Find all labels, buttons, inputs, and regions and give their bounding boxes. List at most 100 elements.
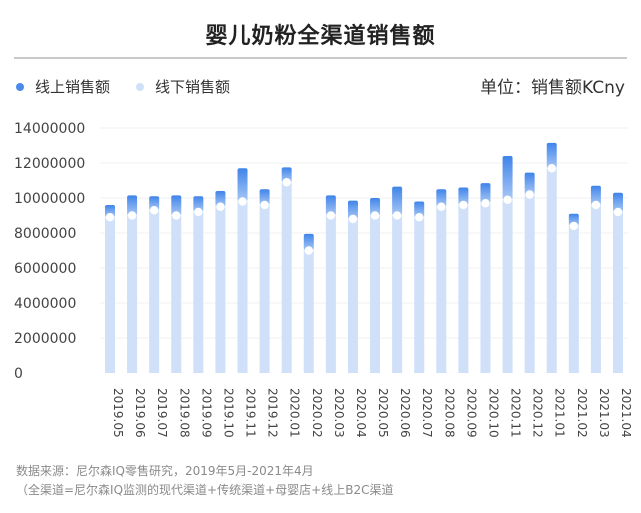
bar-offline: [259, 205, 270, 373]
x-tick-label: 2020.12: [531, 388, 545, 438]
boundary-dot: [547, 164, 556, 173]
y-tick-label: 8000000: [14, 226, 76, 242]
x-tick-label: 2020.03: [332, 388, 346, 438]
y-tick-label: 12000000: [14, 156, 85, 172]
boundary-dot: [613, 207, 623, 217]
bar-online: [171, 195, 182, 216]
boundary-dot: [525, 190, 534, 199]
bar-offline: [480, 203, 491, 373]
y-tick-label: 2000000: [14, 331, 76, 347]
x-tick-label: 2021.04: [619, 388, 633, 438]
boundary-dot: [591, 200, 601, 210]
legend-item-online: 线上销售额: [16, 76, 110, 97]
legend-label-offline: 线下销售额: [155, 78, 231, 96]
bar-offline: [281, 182, 292, 373]
footnote-definition: （全渠道=尼尔森IQ监测的现代渠道+传统渠道+母婴店+线上B2C渠道: [16, 483, 394, 497]
title-divider: [14, 57, 627, 59]
boundary-dot: [569, 221, 579, 231]
boundary-dot: [459, 200, 468, 210]
boundary-dot: [370, 211, 380, 220]
bar-offline: [171, 215, 182, 373]
bar-offline: [237, 201, 248, 373]
y-tick-label: 4000000: [14, 296, 76, 312]
bar-online: [590, 185, 601, 205]
x-tick-label: 2021.02: [575, 388, 589, 438]
boundary-dot: [172, 211, 181, 220]
bar-offline: [458, 205, 469, 373]
x-tick-label: 2020.07: [420, 388, 434, 438]
boundary-dot: [437, 202, 446, 211]
bar-online: [502, 156, 513, 200]
footnote-source: 数据来源：尼尔森IQ零售研究，2019年5月-2021年4月: [16, 464, 314, 478]
bar-offline: [193, 212, 204, 373]
x-tick-label: 2019.08: [177, 388, 191, 438]
bar-offline: [414, 217, 425, 373]
boundary-dot: [194, 207, 203, 217]
bar-offline: [215, 206, 226, 373]
bar-online: [370, 198, 381, 216]
x-tick-label: 2020.11: [509, 388, 523, 438]
bar-online: [303, 233, 314, 251]
bar-online: [281, 167, 292, 183]
bar-offline: [105, 217, 115, 373]
bar-online: [458, 187, 469, 205]
bar-offline: [370, 215, 381, 373]
bar-online: [215, 191, 226, 207]
boundary-dot: [282, 178, 291, 187]
bar-online: [325, 195, 336, 216]
bar-offline: [303, 250, 314, 373]
boundary-dot: [105, 213, 115, 222]
bar-online: [149, 196, 160, 211]
chart-title: 婴儿奶粉全渠道销售额: [205, 24, 436, 49]
bar-offline: [149, 210, 160, 373]
bar-online: [613, 192, 623, 212]
y-tick-label: 10000000: [14, 191, 85, 207]
bar-online: [392, 186, 403, 216]
bar-offline: [568, 226, 579, 373]
bar-offline: [590, 205, 601, 373]
bar-offline: [392, 215, 403, 373]
bar-online: [259, 189, 270, 205]
x-tick-label: 2021.01: [553, 388, 567, 438]
bar-offline: [502, 199, 513, 373]
boundary-dot: [503, 195, 512, 204]
boundary-dot: [415, 213, 424, 222]
bar-offline: [127, 215, 138, 373]
x-tick-label: 2020.08: [442, 388, 456, 438]
bar-online: [546, 142, 557, 169]
x-tick-label: 2019.05: [111, 388, 125, 438]
bar-offline: [325, 215, 336, 373]
bar-chart: 0 2000000 4000000 6000000 8000000 10000000 120…: [14, 121, 633, 438]
boundary-dot: [238, 197, 247, 206]
x-tick-label: 2020.01: [288, 388, 302, 438]
bar-online: [524, 172, 535, 195]
x-tick-label: 2019.09: [199, 388, 213, 438]
legend-dot-icon: [16, 82, 24, 91]
bar-online: [127, 195, 138, 216]
x-tick-label: 2020.02: [310, 388, 324, 438]
x-tick-label: 2021.03: [597, 388, 611, 438]
footnote: 数据来源：尼尔森IQ零售研究，2019年5月-2021年4月 （全渠道=尼尔森I…: [16, 462, 393, 500]
x-tick-label: 2020.05: [376, 388, 390, 438]
x-tick-label: 2020.10: [486, 388, 500, 438]
y-tick-label: 6000000: [14, 261, 76, 277]
boundary-dot: [392, 211, 402, 220]
legend-item-offline: 线下销售额: [136, 76, 230, 97]
bar-offline: [524, 194, 535, 373]
y-tick-label: 14000000: [14, 121, 85, 137]
boundary-dot: [348, 214, 358, 224]
legend-label-online: 线上销售额: [35, 78, 111, 96]
boundary-dot: [304, 246, 313, 255]
boundary-dot: [481, 199, 490, 208]
bar-online: [237, 168, 248, 202]
boundary-dot: [326, 211, 336, 220]
boundary-dot: [149, 206, 159, 215]
x-tick-label: 2020.09: [464, 388, 478, 438]
unit-label: 单位：销售额KCny: [480, 78, 625, 98]
bar-offline: [347, 219, 358, 373]
bar-online: [347, 200, 358, 219]
x-tick-label: 2020.06: [398, 388, 412, 438]
bar-offline: [436, 206, 447, 373]
x-tick-label: 2020.04: [354, 388, 368, 438]
bar-online: [414, 201, 425, 218]
